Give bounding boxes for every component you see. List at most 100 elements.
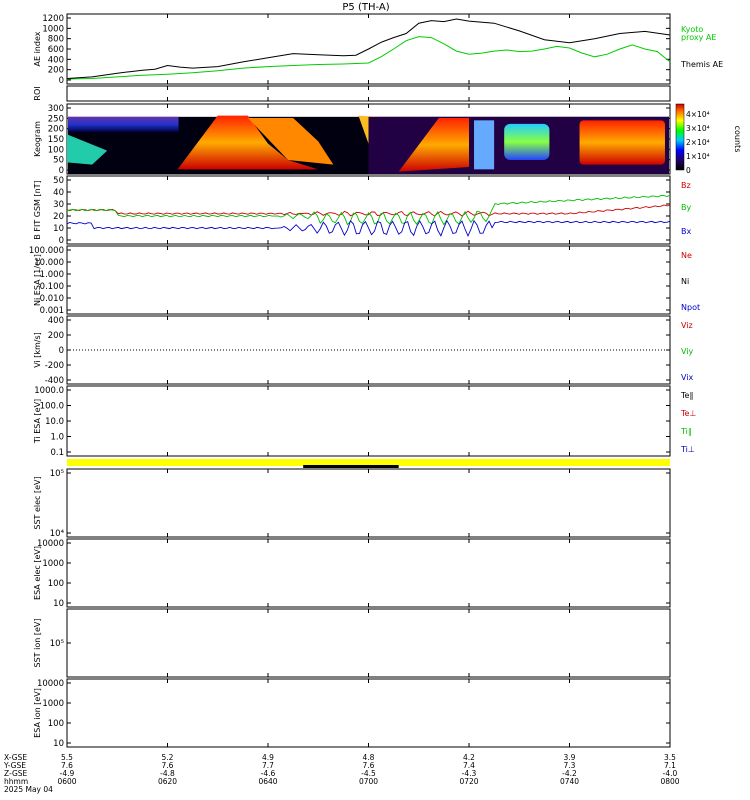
colorbar-bar: [675, 103, 685, 171]
coord-value: -4.6: [261, 769, 276, 778]
y-tick-label: 20: [53, 212, 64, 222]
panel-ylabel: Ti ESA [eV]: [33, 399, 42, 444]
coord-row-label: Z-GSE: [4, 769, 28, 778]
panel-sst-e: SST elec [eV] 10⁴ 10⁵: [33, 468, 671, 539]
coord-value: -4.2: [562, 769, 577, 778]
coord-value: -4.9: [60, 769, 75, 778]
panels: AE index020040060080010001200Kyotoproxy …: [29, 13, 742, 749]
colorbar-tick-label: 3×10⁴: [686, 124, 710, 133]
y-tick-label: 800: [48, 35, 64, 45]
y-tick-label: 10⁵: [50, 639, 64, 649]
y-tick-label: 10: [53, 599, 64, 609]
y-tick-label: 40: [53, 188, 64, 198]
panel-ylabel: ESA elec [eV]: [33, 546, 42, 600]
y-tick-label: 0.010: [40, 294, 64, 304]
bfield-line-bx: [66, 219, 671, 238]
y-tick-label: 1.000: [40, 270, 64, 280]
y-tick-label: 1000: [42, 24, 64, 34]
y-tick-label: 0.001: [40, 306, 64, 316]
y-tick-label: 150: [48, 135, 64, 145]
y-tick-label: 400: [48, 55, 64, 65]
legend-entry: Te⊥: [680, 409, 696, 418]
panel-ylabel: Ni ESA [1/cc]: [33, 254, 42, 306]
y-tick-label: 10: [53, 739, 64, 749]
keogram-band: [579, 120, 665, 165]
coord-value: 7.6: [162, 761, 174, 770]
legend-entry: Ne: [681, 251, 692, 260]
legend-entry: Ti∥: [680, 427, 692, 436]
colorbar-tick-label: 4×10⁴: [686, 110, 710, 119]
y-tick-label: 0.100: [40, 282, 64, 292]
y-tick-label: 0: [59, 166, 64, 176]
legend-entry-proxy: proxy AE: [681, 33, 716, 42]
coord-value: 0720: [459, 777, 478, 786]
colorbar-tick-label: 2×10⁴: [686, 138, 710, 147]
legend-entry: Vix: [681, 373, 694, 382]
panel-keogram: Keogram05010015020025030001×10⁴2×10⁴3×10…: [33, 103, 742, 176]
coord-row-label: hhmm: [4, 777, 28, 786]
coord-value: -4.8: [160, 769, 175, 778]
mode-bar: [67, 459, 670, 466]
y-tick-label: 10.0: [45, 417, 64, 427]
panel-sst-i: SST ion [eV] 10⁵: [33, 608, 671, 678]
panel-bfield: B FIT GSM [nT] 0 10 20 30 40 50 Bz By Bx: [33, 175, 691, 246]
coord-value: 7.7: [262, 761, 274, 770]
coord-value: 7.6: [363, 761, 375, 770]
y-tick-label: 0: [59, 236, 64, 246]
y-tick-label: 200: [48, 66, 64, 76]
y-tick-label: 10000: [37, 679, 64, 689]
y-tick-label: 0: [59, 346, 64, 356]
panel-frame: [66, 678, 671, 748]
legend-entry: Ti⊥: [680, 445, 695, 454]
ae-series-line: [66, 18, 671, 79]
y-tick-label: 1000: [42, 699, 64, 709]
coord-value: 3.5: [664, 753, 676, 762]
y-tick-label: 600: [48, 45, 64, 55]
keogram-band: [474, 120, 495, 170]
coord-value: 7.3: [564, 761, 576, 770]
panel-ylabel: ROI: [33, 86, 42, 100]
legend-entry: Npot: [681, 303, 700, 312]
y-tick-label: 100.0: [40, 402, 64, 412]
keogram-band: [504, 123, 550, 160]
coord-value: 0700: [359, 777, 378, 786]
panel-esa-e: ESA elec [eV] 10 100 1000 10000: [33, 538, 671, 609]
legend-entry-themis: Themis AE: [680, 60, 723, 69]
panel-frame: [66, 385, 671, 457]
legend-entry: Ni: [681, 277, 689, 286]
coord-value: 4.9: [262, 753, 274, 762]
legend-entry: By: [681, 203, 691, 212]
y-tick-label: 250: [48, 114, 64, 124]
y-tick-label: 10.000: [34, 258, 64, 268]
plot-title: P5 (TH-A): [342, 2, 389, 13]
y-tick-label: 100.000: [29, 246, 64, 256]
panel-temperature: Ti ESA [eV] 0.1 1.0 10.0 100.0 1000.0 Te∥ Te⊥ Ti…: [33, 385, 696, 458]
coord-value: -4.5: [361, 769, 376, 778]
y-tick-label: 1200: [42, 14, 64, 24]
legend-entry: Viy: [681, 347, 694, 356]
panel-density: Ni ESA [1/cc]0.001 0.010 0.100 1.000 10.000 1…: [29, 245, 700, 316]
y-tick-label: 1000: [42, 559, 64, 569]
y-tick-label: 0: [59, 76, 64, 86]
coord-value: 4.2: [463, 753, 475, 762]
bfield-line-bz: [66, 204, 671, 217]
y-tick-label: 1000.0: [34, 386, 64, 396]
panel-frame: [66, 468, 671, 538]
panel-ylabel: ESA ion [eV]: [33, 688, 42, 738]
coord-value: 0640: [258, 777, 277, 786]
coord-value: 0740: [560, 777, 579, 786]
legend-entry: Te∥: [680, 391, 693, 400]
colorbar-tick-label: 0: [686, 166, 691, 175]
coord-value: 7.4: [463, 761, 475, 770]
y-tick-label: 10: [53, 224, 64, 234]
coord-value: 7.1: [664, 761, 676, 770]
keogram-arc: [247, 118, 334, 165]
y-tick-label: 0.1: [50, 448, 64, 458]
coord-value: -4.0: [663, 769, 678, 778]
panel-ylabel: B FIT GSM [nT]: [33, 180, 42, 239]
coord-value: 5.2: [162, 753, 174, 762]
keogram-arc: [177, 115, 319, 170]
panel-frame: [66, 538, 671, 608]
y-tick-label: 300: [48, 104, 64, 114]
